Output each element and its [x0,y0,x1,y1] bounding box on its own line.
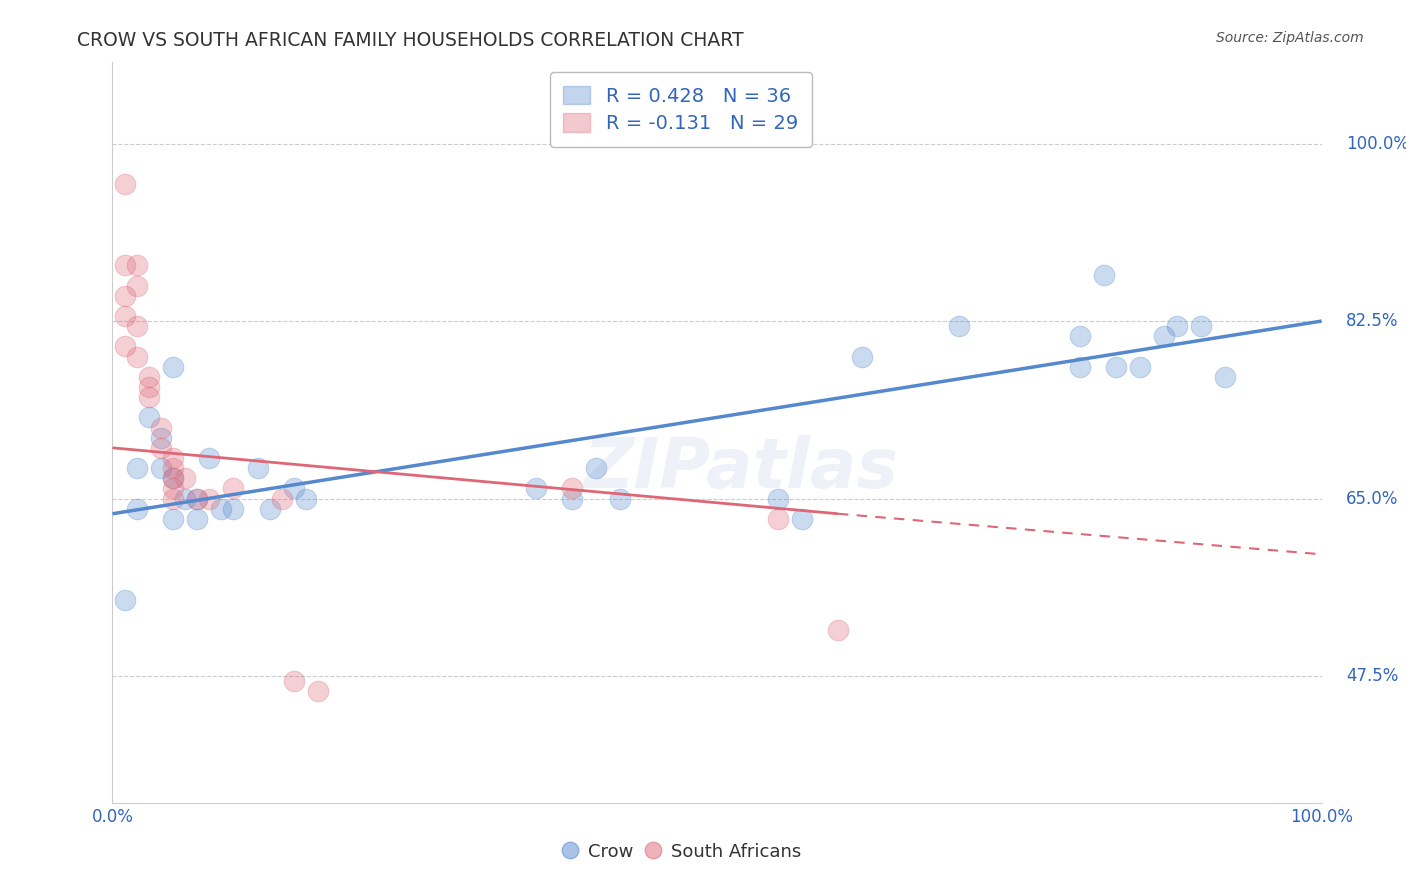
Point [114,258,136,272]
Point [259,501,281,516]
Point [561,482,583,496]
Point [114,593,136,607]
Point [209,501,232,516]
Point [1092,268,1115,283]
Point [162,482,184,496]
Point [125,278,148,293]
Point [1153,329,1175,343]
Text: 100.0%: 100.0% [1346,135,1406,153]
Point [283,482,305,496]
Point [162,359,184,374]
Point [186,491,208,506]
Point [851,350,873,364]
Point [295,491,318,506]
Point [609,491,631,506]
Point [561,491,583,506]
Point [125,461,148,475]
Point [114,177,136,191]
Point [1105,359,1128,374]
Text: 65.0%: 65.0% [1346,490,1398,508]
Point [186,491,208,506]
Point [162,461,184,475]
Point [222,482,245,496]
Point [114,289,136,303]
Point [174,491,197,506]
Point [138,410,160,425]
Point [149,431,172,445]
Text: 47.5%: 47.5% [1346,667,1398,685]
Point [162,471,184,485]
Legend: Crow, South Africans: Crow, South Africans [553,836,808,868]
Point [1166,319,1188,334]
Text: 82.5%: 82.5% [1346,312,1399,330]
Text: Source: ZipAtlas.com: Source: ZipAtlas.com [1216,31,1364,45]
Point [138,369,160,384]
Point [198,491,221,506]
Text: ZIPatlas: ZIPatlas [583,434,898,501]
Point [1069,329,1091,343]
Point [125,350,148,364]
Point [125,319,148,334]
Point [149,420,172,434]
Point [138,380,160,394]
Point [948,319,970,334]
Point [138,390,160,404]
Point [114,309,136,323]
Point [198,450,221,465]
Point [766,491,789,506]
Point [1213,369,1236,384]
Point [585,461,607,475]
Text: CROW VS SOUTH AFRICAN FAMILY HOUSEHOLDS CORRELATION CHART: CROW VS SOUTH AFRICAN FAMILY HOUSEHOLDS … [77,31,744,50]
Point [283,674,305,689]
Point [149,441,172,455]
Point [114,339,136,353]
Point [827,624,849,638]
Point [186,512,208,526]
Point [125,258,148,272]
Point [766,512,789,526]
Point [246,461,269,475]
Point [790,512,813,526]
Point [1069,359,1091,374]
Point [149,461,172,475]
Point [222,501,245,516]
Point [174,471,197,485]
Point [524,482,547,496]
Point [162,512,184,526]
Point [162,491,184,506]
Point [1189,319,1212,334]
Point [307,684,329,698]
Point [270,491,292,506]
Point [125,501,148,516]
Point [162,471,184,485]
Point [162,450,184,465]
Point [1129,359,1152,374]
